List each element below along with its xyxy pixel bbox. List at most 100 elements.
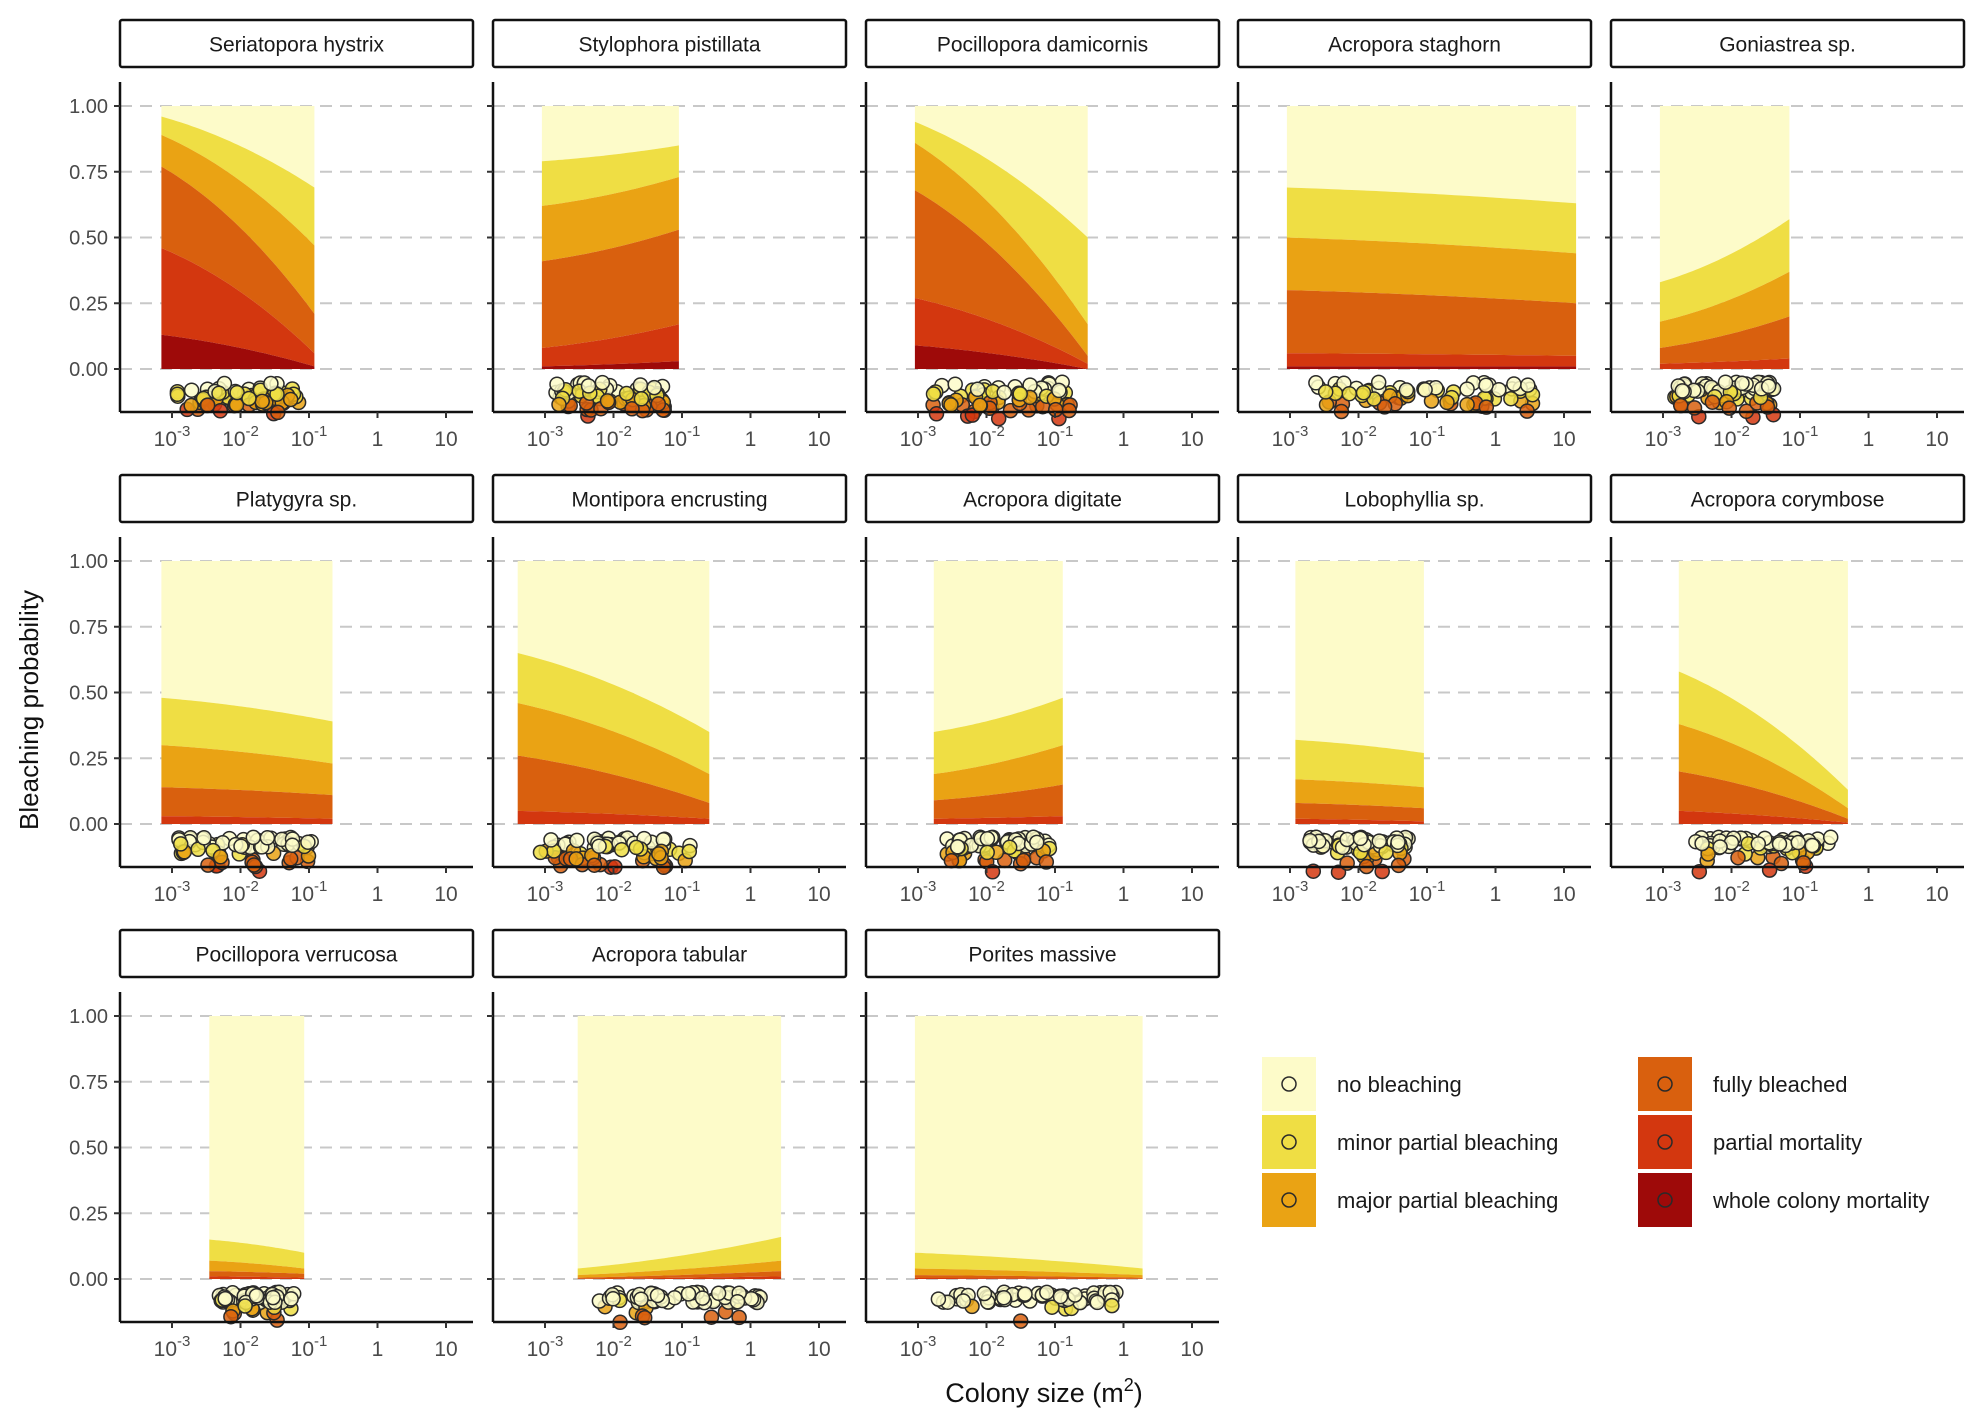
observation-point (1039, 1284, 1055, 1301)
band-fully-bleached (933, 784, 1063, 819)
x-tick-label: 10-1 (664, 1333, 701, 1361)
band-major-partial-bleaching (1659, 271, 1790, 348)
observation-point (943, 397, 959, 413)
observation-point (282, 391, 299, 408)
observation-point (633, 391, 650, 407)
probability-bands (161, 106, 315, 369)
band-major-partial-bleaching (161, 134, 315, 314)
observation-point (1398, 382, 1415, 398)
band-no-bleaching (577, 1016, 782, 1269)
observation-point (183, 382, 200, 398)
observation-point (1371, 833, 1388, 849)
observation-point (1352, 830, 1369, 847)
legend-label: minor partial bleaching (1337, 1130, 1558, 1155)
band-no-bleaching (1678, 561, 1848, 790)
x-tick-label: 10 (1552, 883, 1575, 906)
legend-marker (1281, 1134, 1297, 1150)
x-tick-label: 1 (372, 883, 384, 906)
band-fully-bleached (1678, 771, 1848, 823)
panel-strip (864, 928, 1221, 979)
observation-point (1417, 382, 1433, 398)
legend-label: whole colony mortality (1712, 1188, 1929, 1213)
x-tick-label: 10 (1925, 883, 1948, 906)
observation-point (1390, 857, 1407, 874)
x-tick-label: 1 (1118, 1338, 1130, 1361)
x-tick-label: 10 (434, 883, 457, 906)
band-no-bleaching (914, 106, 1088, 238)
band-fully-bleached (1659, 316, 1790, 364)
panel-strip (1236, 473, 1593, 524)
observation-point (1712, 839, 1728, 855)
observation-point (1704, 394, 1721, 410)
panel-strip (118, 928, 475, 979)
band-partial-mortality (933, 816, 1063, 824)
x-tick-label: 10 (434, 1338, 457, 1361)
observation-point (651, 846, 667, 862)
band-minor-partial-bleaching (541, 145, 679, 206)
observation-point (996, 384, 1012, 401)
band-major-partial-bleaching (1678, 724, 1848, 819)
band-minor-partial-bleaching (1286, 187, 1577, 254)
band-major-partial-bleaching (1295, 779, 1424, 809)
x-tick-label: 10-3 (900, 1333, 937, 1361)
observation-points (1302, 829, 1416, 880)
observation-point (1308, 375, 1324, 391)
observation-point (282, 851, 299, 867)
observation-point (259, 830, 276, 846)
band-no-bleaching (161, 561, 333, 722)
x-tick-label: 10-1 (291, 878, 328, 906)
observation-point (212, 849, 229, 865)
observation-point (211, 385, 227, 402)
band-partial-mortality (914, 1277, 1143, 1279)
panel-acropora-staghorn: Acropora staghorn 10-3 10-2 10-1 1 10 (1232, 18, 1593, 451)
observation-point (254, 393, 270, 410)
band-major-partial-bleaching (1286, 237, 1577, 304)
panel-lobophyllia-sp-: Lobophyllia sp. 10-3 10-2 10-1 1 10 (1232, 473, 1593, 906)
observation-point (241, 390, 257, 407)
observation-point (979, 844, 995, 861)
observation-points (939, 829, 1058, 880)
observation-point (632, 377, 649, 393)
band-fully-bleached (517, 755, 710, 819)
observation-points (1308, 374, 1541, 420)
observation-point (703, 1309, 720, 1325)
band-whole-colony-mortality (914, 345, 1088, 369)
observation-point (613, 841, 630, 858)
band-partial-mortality (161, 816, 333, 824)
band-major-partial-bleaching (914, 1268, 1143, 1278)
observation-point (618, 385, 635, 402)
band-fully-bleached (577, 1271, 782, 1279)
legend-marker (1657, 1192, 1673, 1208)
band-major-partial-bleaching (161, 745, 333, 796)
x-tick-label: 1 (745, 428, 757, 451)
observation-point (1478, 399, 1495, 415)
observation-point (246, 857, 262, 873)
observation-point (1673, 397, 1689, 414)
band-fully-bleached (161, 787, 333, 819)
panel-title: Acropora digitate (963, 489, 1122, 512)
band-partial-mortality (577, 1276, 782, 1279)
panel-title: Pocillopora damicornis (937, 34, 1148, 57)
observation-point (283, 1291, 299, 1307)
observation-point (532, 844, 549, 861)
x-axis-title: Colony size (m2) (945, 1375, 1143, 1408)
x-tick-label: 10-2 (595, 1333, 632, 1361)
band-partial-mortality (1295, 818, 1424, 824)
band-partial-mortality (209, 1276, 305, 1279)
observation-point (1012, 386, 1028, 402)
observation-points (532, 830, 698, 876)
panel-title: Pocillopora verrucosa (196, 944, 398, 967)
x-tick-label: 10 (1180, 1338, 1203, 1361)
observation-point (650, 396, 667, 412)
band-fully-bleached (1286, 290, 1577, 356)
observation-point (1459, 396, 1475, 413)
observation-point (605, 1291, 621, 1307)
observation-point (1734, 375, 1750, 392)
panel-title: Platygyra sp. (236, 489, 357, 512)
x-tick-label: 1 (745, 1338, 757, 1361)
panel-title: Acropora corymbose (1691, 489, 1885, 512)
x-tick-label: 10-2 (1340, 423, 1377, 451)
observation-points (211, 1284, 302, 1328)
panel-title: Montipora encrusting (571, 489, 767, 512)
legend-label: major partial bleaching (1337, 1188, 1558, 1213)
